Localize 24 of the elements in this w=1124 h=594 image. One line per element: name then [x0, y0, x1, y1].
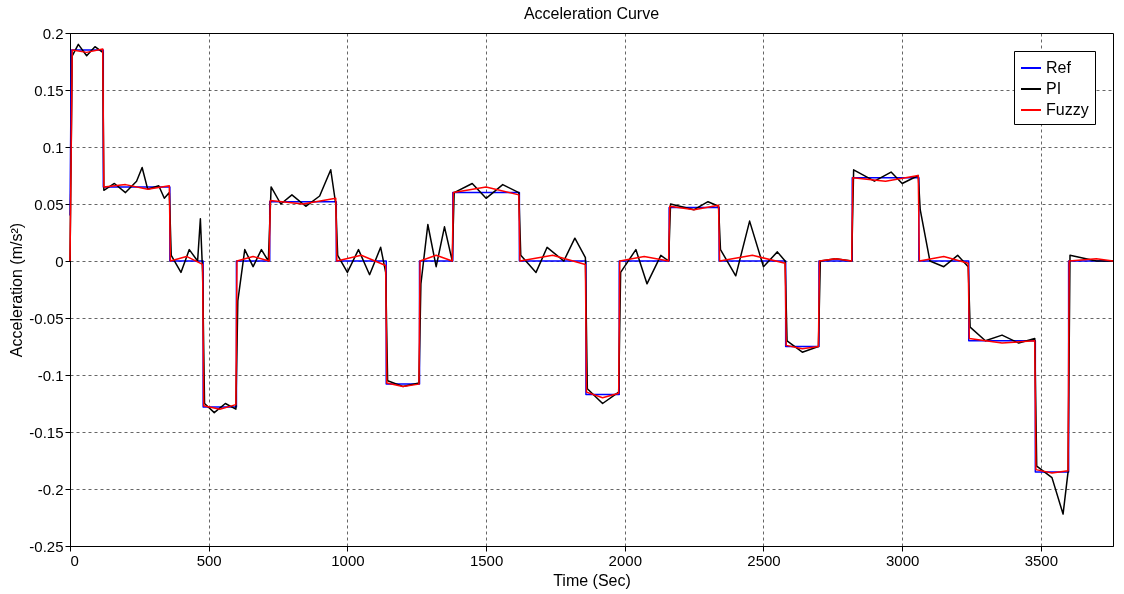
x-tick-label: 3000: [885, 551, 920, 569]
y-tick-label: -0.15: [29, 423, 64, 441]
x-axis-title: Time (Sec): [553, 571, 631, 589]
y-tick-label: -0.2: [37, 480, 64, 498]
x-tick-label: 3500: [1024, 551, 1059, 569]
y-tick-label: 0.2: [42, 24, 64, 42]
y-tick-label: -0.25: [29, 537, 64, 555]
chart-title: Acceleration Curve: [523, 5, 660, 22]
x-tick-label: 1000: [331, 551, 365, 569]
x-tick-label: 2500: [747, 551, 781, 569]
x-tick-label: 500: [196, 551, 222, 569]
y-tick-label: -0.1: [37, 366, 64, 384]
legend-label: PI: [1046, 80, 1062, 97]
x-tick-label: 0: [70, 551, 79, 569]
x-tick-label: 1500: [469, 551, 504, 569]
y-tick-label: -0.05: [29, 309, 64, 327]
x-tick-label: 2000: [608, 551, 642, 569]
legend-label: Ref: [1046, 59, 1072, 76]
y-tick-label: 0.15: [34, 81, 64, 99]
y-tick-label: 0: [55, 252, 64, 270]
y-tick-label: 0.1: [42, 138, 64, 156]
y-tick-label: 0.05: [34, 195, 64, 213]
y-axis-title: Acceleration (m/s²): [8, 222, 26, 358]
legend-label: Fuzzy: [1046, 101, 1089, 118]
